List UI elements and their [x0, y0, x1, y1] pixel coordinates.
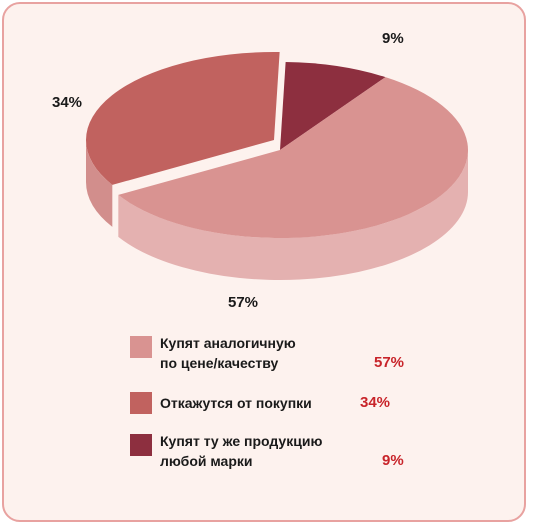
legend-label-line1: Купят ту же продукцию	[160, 433, 323, 449]
legend-swatch	[130, 434, 152, 456]
slice-label-57: 57%	[228, 294, 259, 311]
pie-side-34%	[86, 140, 113, 227]
legend-swatch	[130, 392, 152, 414]
pie-slice-9%	[280, 62, 386, 150]
legend-label-line1: Откажутся от покупки	[160, 395, 312, 411]
slice-label-9: 9%	[382, 30, 404, 47]
legend-value: 34%	[360, 394, 391, 411]
legend-swatch	[130, 336, 152, 358]
legend-label-line1: Купят аналогичную	[160, 335, 296, 351]
pie-slice-34%	[86, 52, 280, 185]
legend-value: 9%	[382, 452, 404, 469]
pie-slice-57%	[118, 77, 468, 239]
slice-label-34: 34%	[52, 94, 83, 111]
pie-side-57%	[118, 150, 468, 280]
legend-value: 57%	[374, 354, 405, 371]
legend-label-line2: по цене/качеству	[160, 355, 279, 371]
legend-label-line2: любой марки	[160, 453, 253, 469]
pie-chart	[86, 52, 468, 280]
